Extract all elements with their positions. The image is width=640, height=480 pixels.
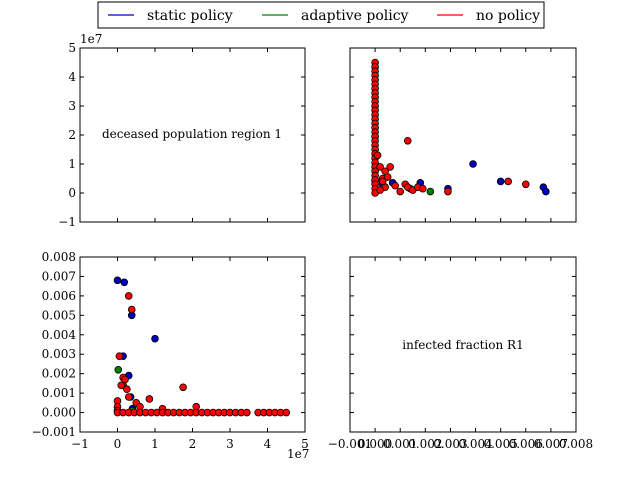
bottom-right-xtick-label: 0.001 <box>383 437 417 451</box>
panel-bottom-right-annotation: infected fraction R1 <box>402 338 523 352</box>
top-right-point-nopolicy <box>504 177 513 186</box>
bottom-left-ytick-label: 0.002 <box>42 367 76 381</box>
top-right-point-nopolicy <box>444 187 452 196</box>
bottom-right-xtick-label: 0.008 <box>559 437 593 451</box>
bottom-left-x-offset-label: 1e7 <box>287 447 309 461</box>
bottom-left-xtick-label: 0 <box>114 437 122 451</box>
bottom-left-ytick-label: 0.004 <box>42 328 77 342</box>
panel-top-right-frame <box>349 47 577 223</box>
axis-ticks <box>79 47 577 433</box>
bottom-left-point-nopolicy <box>127 305 136 314</box>
top-left-y-offset-label: 1e7 <box>80 32 102 46</box>
bottom-left-point-nopolicy <box>282 408 291 417</box>
bottom-left-point-nopolicy <box>121 375 129 384</box>
bottom-left-xtick-label: 4 <box>264 437 272 451</box>
bottom-left-point-nopolicy <box>179 383 187 392</box>
bottom-left-point-adaptive <box>114 365 123 374</box>
bottom-left-point-nopolicy <box>115 352 124 360</box>
bottom-right-xtick-label: 0.003 <box>433 437 467 451</box>
legend-nopolicy-label: no policy <box>476 8 540 24</box>
bottom-right-xtick-label: 0.002 <box>408 437 442 451</box>
bottom-left-xtick-label: 1 <box>151 437 159 451</box>
bottom-left-point-nopolicy <box>117 381 126 390</box>
bottom-left-point-nopolicy <box>145 395 154 403</box>
bottom-left-ytick-label: 0.000 <box>42 406 76 420</box>
axis-tick-labels: −1012345−0.0010.0000.0010.0020.0030.0040… <box>32 41 594 451</box>
top-right-point-nopolicy <box>376 186 384 194</box>
bottom-left-xtick-label: 3 <box>226 437 234 451</box>
bottom-right-xtick-label: 0.005 <box>483 437 517 451</box>
top-left-ytick-label: 2 <box>68 128 76 142</box>
bottom-left-ytick-label: 0.005 <box>42 308 76 322</box>
top-right-point-nopolicy <box>376 163 384 171</box>
legend-static-label: static policy <box>147 8 233 24</box>
bottom-right-xtick-label: 0.006 <box>509 437 543 451</box>
top-right-point-static <box>542 187 550 196</box>
top-left-ytick-label: 3 <box>68 99 76 113</box>
bottom-right-xtick-label: 0.007 <box>534 437 568 451</box>
bottom-right-xtick-label: 0.000 <box>358 437 392 451</box>
bottom-left-xtick-label: −1 <box>71 437 89 451</box>
bottom-left-ytick-label: −0.001 <box>32 425 76 439</box>
top-right-point-nopolicy <box>391 181 400 190</box>
scatter-points-top-right <box>371 58 550 197</box>
bottom-left-ytick-label: 0.008 <box>42 250 76 264</box>
top-right-point-nopolicy <box>403 137 412 145</box>
legend-adaptive-label: adaptive policy <box>301 8 409 24</box>
panel-bottom-left-frame <box>79 256 306 433</box>
bottom-right-xtick-label: −0.001 <box>328 437 372 451</box>
scatter-points-bottom-left <box>113 276 291 417</box>
bottom-left-point-static <box>151 334 159 343</box>
top-right-point-nopolicy <box>373 151 382 160</box>
top-right-point-nopolicy <box>378 177 387 186</box>
panel-bottom-right-frame <box>349 256 577 433</box>
bottom-left-xtick-label: 2 <box>189 437 197 451</box>
top-right-point-static <box>469 160 477 168</box>
top-left-ytick-label: 4 <box>68 70 76 84</box>
bottom-left-ytick-label: 0.006 <box>42 289 76 303</box>
bottom-left-xtick-label: 5 <box>301 437 309 451</box>
top-right-point-nopolicy <box>419 184 427 193</box>
bottom-left-point-nopolicy <box>123 385 131 394</box>
bottom-left-point-nopolicy <box>243 408 251 417</box>
legend: static policy adaptive policy no policy <box>97 1 545 29</box>
top-right-point-static <box>496 177 505 186</box>
legend-frame <box>97 1 545 29</box>
bottom-left-point-static <box>113 276 122 285</box>
bottom-left-point-static <box>120 278 129 287</box>
top-right-point-nopolicy <box>386 163 394 171</box>
bottom-left-ytick-label: 0.001 <box>42 386 76 400</box>
bottom-left-ytick-label: 0.003 <box>42 347 76 361</box>
bottom-right-xtick-label: 0.004 <box>458 437 493 451</box>
top-left-ytick-label: 5 <box>68 41 76 55</box>
top-left-ytick-label: −1 <box>58 215 76 229</box>
bottom-left-ytick-label: 0.007 <box>42 269 76 283</box>
bottom-left-point-nopolicy <box>124 393 133 401</box>
panel-top-left-annotation: deceased population region 1 <box>102 127 282 141</box>
top-right-point-nopolicy <box>521 180 530 189</box>
top-right-point-adaptive <box>426 187 435 196</box>
top-left-ytick-label: 1 <box>68 157 76 171</box>
top-left-ytick-label: 0 <box>68 186 76 200</box>
bottom-left-point-nopolicy <box>124 292 133 300</box>
top-right-point-nopolicy <box>383 173 392 181</box>
top-right-point-nopolicy <box>396 187 405 196</box>
